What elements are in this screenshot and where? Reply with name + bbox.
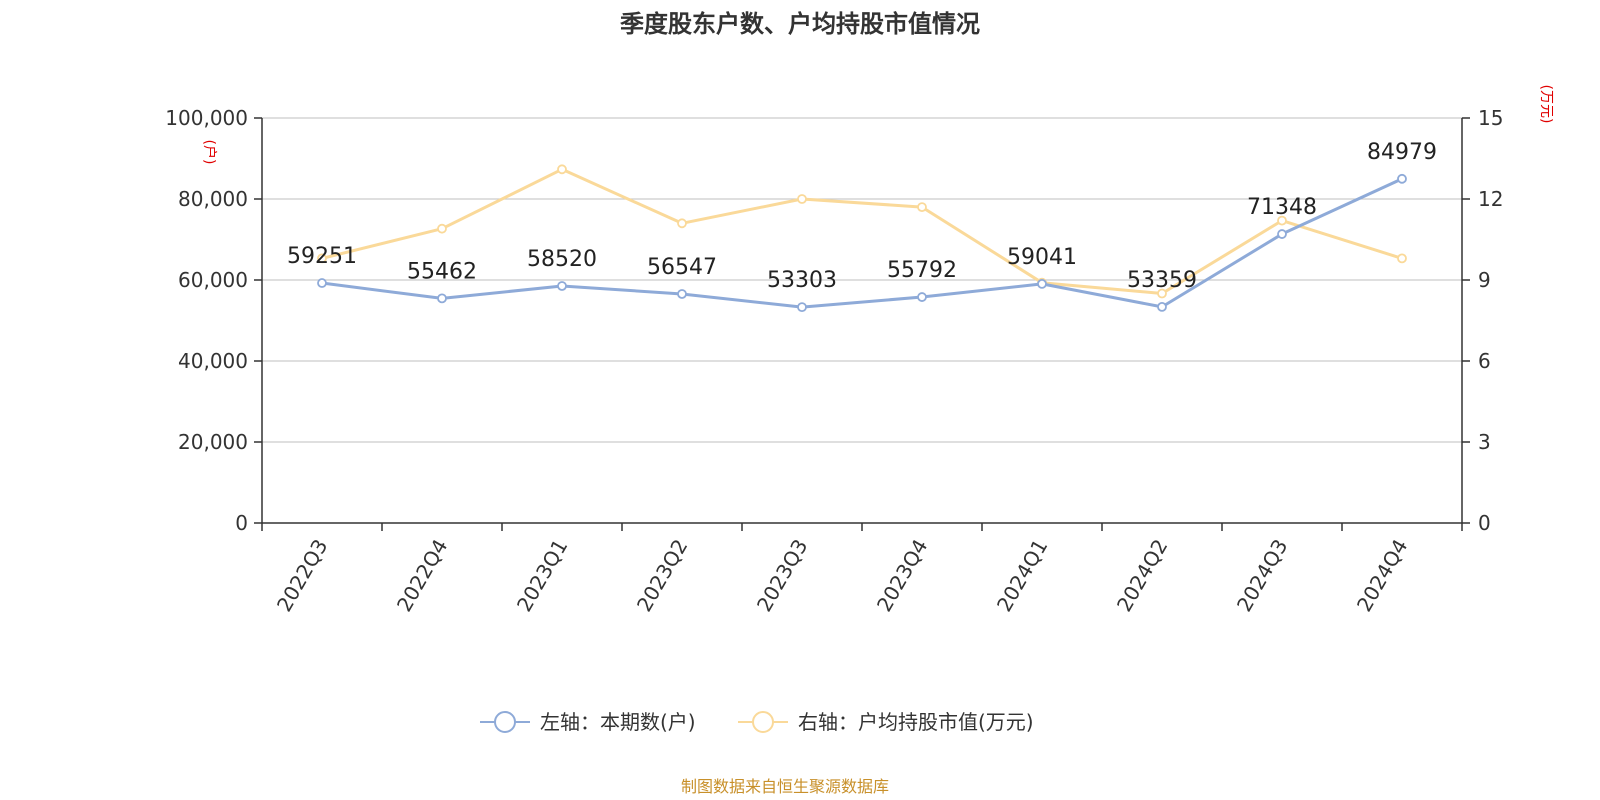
right-axis-unit: (万元) [1538, 85, 1554, 124]
data-point-left[interactable] [797, 302, 807, 313]
data-labels: 59251 55462 58520 56547 53303 55792 59041 53359… [287, 140, 1437, 293]
right-axis-tick-label: 6 [1478, 349, 1491, 373]
data-point-left[interactable] [1157, 301, 1167, 312]
right-axis-tick-label: 9 [1478, 268, 1491, 292]
legend-marker [494, 711, 516, 733]
data-label: 71348 [1247, 195, 1317, 220]
data-point-right[interactable] [557, 164, 567, 175]
data-point-right[interactable] [1397, 253, 1407, 264]
x-axis-tick-label: 2024Q3 [1232, 535, 1292, 616]
left-axis-tick-label: 40,000 [178, 349, 248, 373]
series-line-left [321, 177, 1403, 309]
data-label: 53359 [1127, 268, 1197, 293]
x-axis-tick-label: 2024Q1 [992, 535, 1052, 616]
gridlines [262, 117, 1462, 443]
left-axis-tick-label: 100,000 [165, 106, 248, 130]
data-label: 59251 [287, 244, 357, 269]
data-point-left[interactable] [437, 293, 447, 304]
data-label: 56547 [647, 255, 717, 280]
series-line-right [321, 167, 1403, 295]
data-point-right[interactable] [1157, 288, 1167, 299]
legend-label[interactable]: 右轴：户均持股市值(万元) [798, 710, 1034, 734]
data-point-right[interactable] [437, 223, 447, 234]
data-label: 55792 [887, 258, 957, 283]
data-point-right[interactable] [797, 194, 807, 204]
data-label: 59041 [1007, 245, 1077, 270]
x-axis-tick-label: 2024Q2 [1112, 535, 1172, 616]
x-axis-tick-label: 2022Q4 [392, 535, 452, 616]
x-axis-tick-label: 2024Q4 [1352, 535, 1412, 616]
x-axis-tick-label: 2023Q3 [752, 535, 812, 616]
data-point-left[interactable] [917, 292, 927, 302]
left-axis-unit: (户) [201, 140, 218, 165]
data-point-right[interactable] [317, 253, 327, 264]
data-label: 55462 [407, 259, 477, 284]
legend-marker [752, 711, 774, 733]
x-axis-tick-label: 2023Q2 [632, 535, 692, 616]
data-point-left[interactable] [1397, 173, 1407, 184]
data-point-left[interactable] [317, 278, 327, 288]
data-label: 58520 [527, 247, 597, 272]
series-layer [317, 164, 1407, 313]
data-point-right[interactable] [1277, 215, 1287, 226]
left-axis-tick-label: 80,000 [178, 187, 248, 211]
right-axis-tick-label: 12 [1478, 187, 1503, 211]
data-point-left[interactable] [557, 281, 567, 291]
left-axis-tick-label: 20,000 [178, 430, 248, 454]
data-label: 53303 [767, 268, 837, 293]
x-axis-tick-label: 2023Q4 [872, 535, 932, 616]
data-point-right[interactable] [917, 202, 927, 213]
data-point-left[interactable] [1037, 278, 1047, 289]
data-label: 84979 [1367, 140, 1437, 165]
left-axis-tick-label: 60,000 [178, 268, 248, 292]
data-point-left[interactable] [677, 289, 687, 299]
data-point-right[interactable] [677, 218, 687, 229]
chart-title: 季度股东户数、户均持股市值情况 [620, 10, 980, 38]
right-axis-tick-label: 0 [1478, 511, 1491, 535]
right-axis-tick-label: 3 [1478, 430, 1491, 454]
x-axis-tick-label: 2023Q1 [512, 535, 572, 616]
x-axis-tick-label: 2022Q3 [272, 535, 332, 616]
left-axis-tick-label: 0 [235, 511, 248, 535]
right-axis-tick-label: 15 [1478, 106, 1503, 130]
legend[interactable]: 左轴：本期数(户) 右轴：户均持股市值(万元) [480, 710, 1034, 734]
data-point-left[interactable] [1277, 229, 1287, 239]
source-note: 制图数据来自恒生聚源数据库 [681, 777, 889, 796]
legend-label[interactable]: 左轴：本期数(户) [540, 710, 696, 734]
